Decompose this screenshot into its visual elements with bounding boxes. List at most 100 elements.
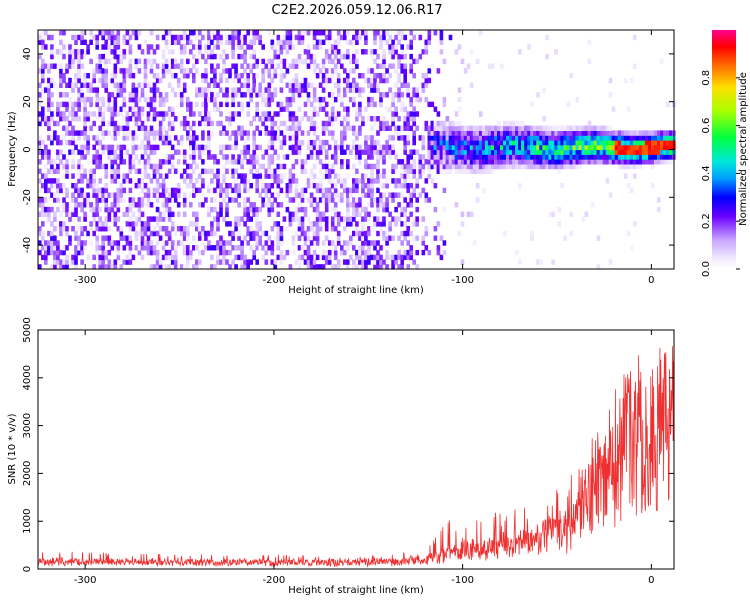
spectrogram-cell-2225: [318, 178, 323, 184]
snr-x-tick-label-2: -100: [451, 575, 474, 586]
spectrogram-cell-1321: [201, 87, 205, 93]
spectrogram-cell-2302: [327, 144, 332, 151]
spectrogram-cell-3214: [460, 211, 465, 217]
spectrogram-cell-2408: [343, 249, 347, 256]
spectrogram-cell-2907: [403, 139, 407, 146]
spectrogram-cell-473: [95, 187, 99, 194]
spectrogram-cell-3359: [497, 120, 501, 127]
spectrogram-cell-3046: [424, 49, 429, 55]
spectrogram-cell-3238: [466, 168, 471, 174]
spectrogram-cell-888: [143, 149, 148, 155]
spectrogram-cell-1151: [176, 82, 181, 88]
spectrogram-cell-1322: [201, 77, 205, 84]
spectrogram-cell-245: [65, 82, 69, 88]
spectrogram-cell-3677: [590, 130, 595, 136]
spectrogram-cell-1093: [167, 68, 172, 74]
spectrogram-x-tick-label-1: -200: [263, 275, 286, 286]
spectrogram-cell-3819: [638, 154, 643, 160]
spectrogram-cell-1505: [225, 39, 229, 45]
spectrogram-cell-2480: [352, 202, 356, 208]
spectrogram-cell-239: [65, 130, 69, 136]
spectrogram-cell-1879: [273, 130, 278, 136]
spectrogram-cell-2582: [364, 216, 368, 222]
spectrogram-cell-1216: [186, 73, 190, 79]
spectrogram-cell-1378: [210, 206, 214, 213]
spectrogram-cell-2224: [318, 183, 323, 189]
spectrogram-cell-813: [134, 202, 139, 208]
spectrogram-cell-3658: [584, 125, 589, 131]
spectrogram-cell-1245: [192, 221, 196, 227]
spectrogram-cell-2993: [415, 249, 419, 256]
spectrogram-cell-2768: [385, 178, 389, 184]
spectrogram-cell-3691: [596, 149, 601, 155]
spectrogram-cell-349: [80, 245, 84, 251]
spectrogram-cell-3883: [663, 139, 667, 146]
spectrogram-cell-1304: [201, 249, 205, 256]
spectrogram-cell-3706: [602, 154, 607, 160]
spectrogram-cell-272: [71, 183, 75, 189]
spectrogram-cell-1584: [237, 183, 241, 189]
spectrogram-cell-3522: [545, 139, 549, 146]
spectrogram-cell-521: [101, 254, 105, 261]
spectrogram-cell-1146: [176, 183, 181, 189]
spectrogram-cell-2000: [291, 249, 296, 256]
spectrogram-cell-2071: [297, 39, 302, 45]
spectrogram-cell-1642: [243, 130, 247, 136]
spectrogram-cell-704: [119, 106, 124, 112]
spectrogram-cell-712: [122, 259, 127, 265]
spectrogram-cell-1393: [210, 39, 214, 45]
spectrogram-cell-2029: [294, 192, 299, 198]
spectrogram-cell-477: [95, 154, 99, 160]
spectrogram-cell-3362: [500, 154, 504, 160]
spectrogram-cell-3448: [524, 149, 528, 155]
spectrogram-cell-309: [74, 82, 78, 88]
spectrogram-cell-41: [41, 116, 45, 122]
spectrogram-cell-2901: [403, 178, 407, 184]
spectrogram-cell-3758: [620, 159, 625, 165]
spectrogram-cell-3564: [557, 154, 561, 160]
spectrogram-cell-2723: [379, 96, 383, 103]
spectrogram-cell-915: [146, 154, 151, 160]
spectrogram-cell-2929: [406, 183, 410, 189]
spectrogram-cell-2411: [343, 216, 347, 222]
colorbar-ticks: 0.00.20.40.60.8: [701, 70, 740, 277]
spectrogram-cell-604: [110, 240, 115, 246]
spectrogram-cell-484: [95, 92, 99, 98]
spectrogram-cell-3330: [490, 168, 495, 174]
spectrogram-cell-2238: [318, 30, 323, 36]
spectrogram-cell-1911: [276, 49, 281, 55]
spectrogram-cell-1004: [158, 226, 163, 232]
spectrogram-cell-1457: [219, 53, 223, 60]
spectrogram-cell-2834: [394, 111, 398, 117]
spectrogram-cell-1382: [210, 168, 214, 174]
spectrogram-cell-2183: [312, 92, 317, 98]
spectrogram-cell-2270: [324, 216, 329, 222]
spectrogram-cell-3844: [648, 135, 652, 141]
spectrogram-cell-634: [113, 211, 118, 217]
spectrogram-cell-3060: [427, 130, 432, 136]
spectrogram-cell-42: [41, 111, 45, 117]
spectrogram-cell-3098: [436, 245, 441, 251]
spectrogram-cell-2375: [336, 144, 341, 151]
spectrogram-cell-3279: [475, 149, 480, 155]
spectrogram-cell-193: [59, 73, 63, 79]
spectrogram-cell-2540: [358, 154, 362, 160]
spectrogram-cell-373: [80, 30, 84, 36]
spectrogram-cell-627: [110, 34, 115, 41]
spectrogram-cell-2889: [400, 44, 404, 50]
spectrogram-cell-2621: [367, 96, 371, 103]
spectrogram-cell-563: [104, 173, 108, 179]
spectrogram-cell-1843: [270, 249, 275, 256]
spectrogram-cell-3733: [608, 77, 613, 84]
spectrogram-cell-699: [119, 154, 124, 160]
spectrogram-cell-2887: [400, 53, 404, 60]
spectrogram-cell-1164: [179, 101, 184, 108]
spectrogram-cell-464: [95, 240, 99, 246]
spectrogram-cell-1928: [279, 130, 284, 136]
spectrogram-cell-2937: [406, 125, 410, 131]
spectrogram-cell-3486: [536, 163, 540, 170]
spectrogram-cell-2930: [406, 173, 410, 179]
spectrogram-cell-3791: [629, 149, 634, 155]
spectrogram-cell-3406: [512, 139, 516, 146]
spectrogram-cell-1169: [179, 58, 184, 65]
